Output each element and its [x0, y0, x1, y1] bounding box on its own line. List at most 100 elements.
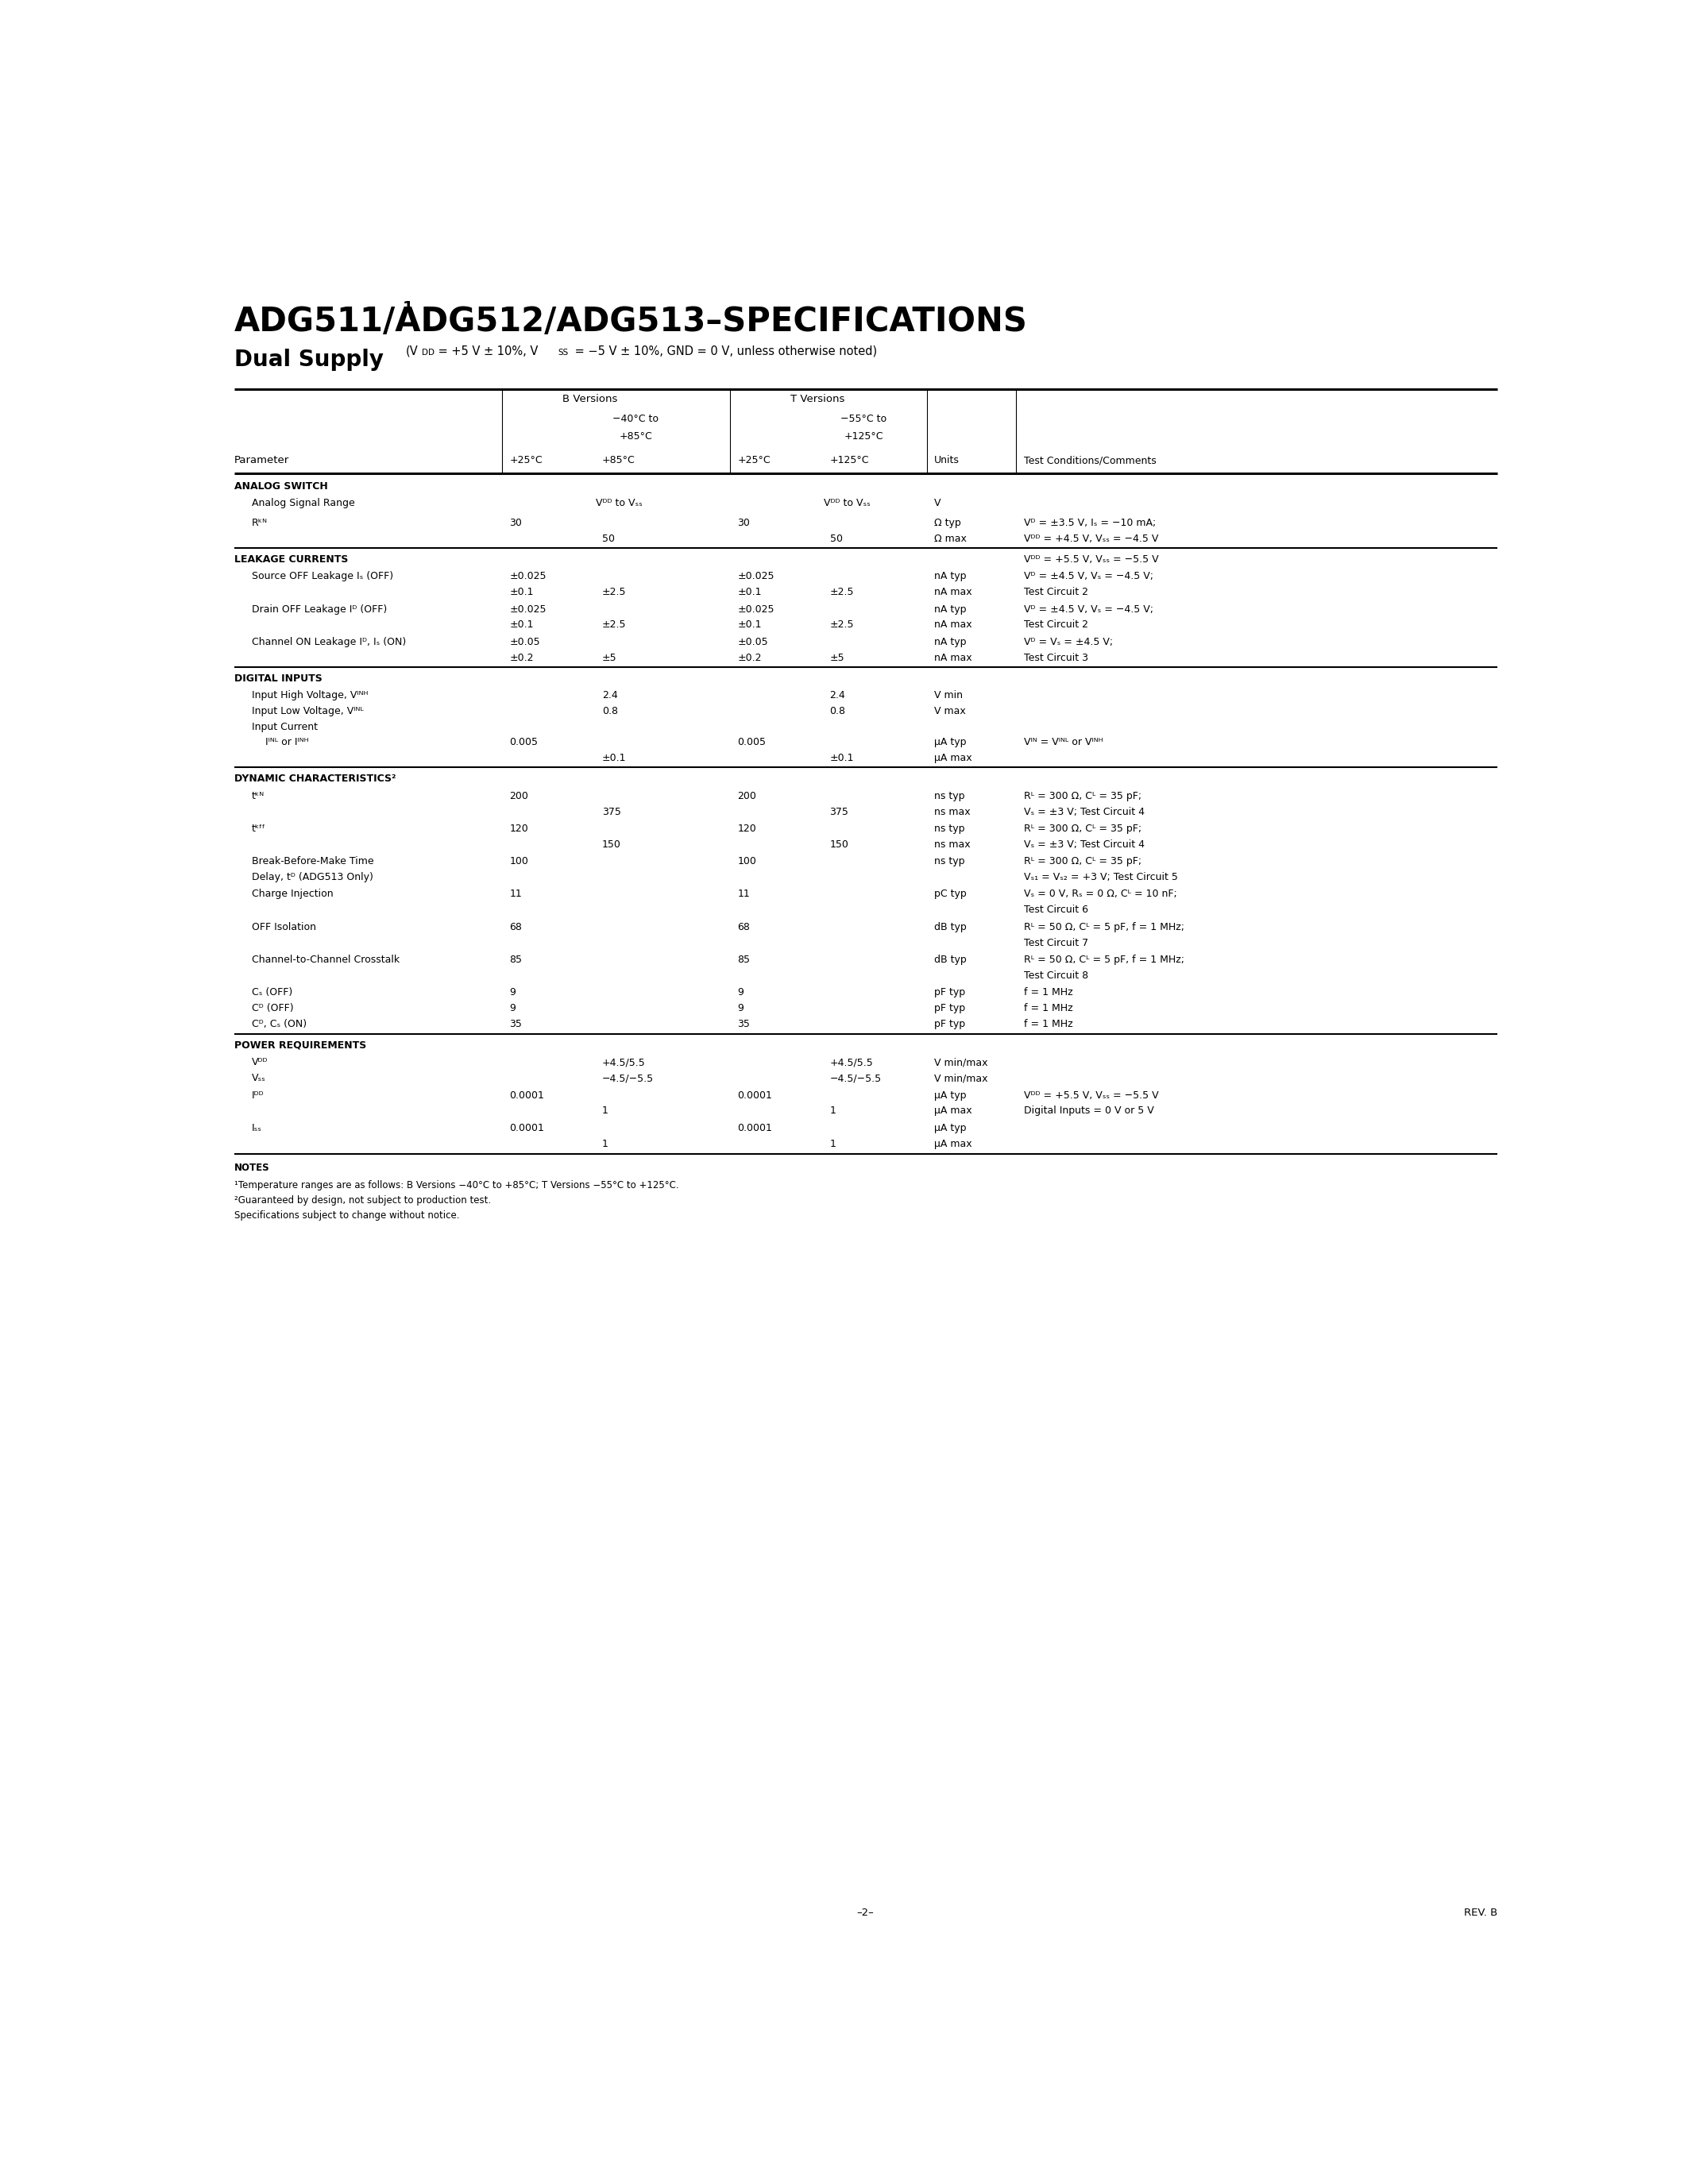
Text: 11: 11	[510, 889, 522, 900]
Text: 2.4: 2.4	[603, 690, 618, 701]
Text: tᵏᶠᶠ: tᵏᶠᶠ	[252, 823, 265, 834]
Text: 0.8: 0.8	[830, 705, 846, 716]
Text: Vᴵᴺ = Vᴵᴺᴸ or Vᴵᴺᴴ: Vᴵᴺ = Vᴵᴺᴸ or Vᴵᴺᴴ	[1023, 738, 1102, 747]
Text: 1: 1	[830, 1105, 836, 1116]
Text: LEAKAGE CURRENTS: LEAKAGE CURRENTS	[235, 555, 348, 563]
Text: Test Circuit 3: Test Circuit 3	[1023, 653, 1089, 664]
Text: V: V	[935, 498, 942, 509]
Text: Input Current: Input Current	[252, 723, 317, 732]
Text: Test Circuit 7: Test Circuit 7	[1023, 937, 1089, 948]
Text: Test Circuit 8: Test Circuit 8	[1023, 970, 1089, 981]
Text: Vᴰ = ±4.5 V, Vₛ = −4.5 V;: Vᴰ = ±4.5 V, Vₛ = −4.5 V;	[1023, 605, 1153, 614]
Text: +25°C: +25°C	[738, 454, 770, 465]
Text: 9: 9	[510, 1002, 517, 1013]
Text: V max: V max	[935, 705, 966, 716]
Text: DD: DD	[422, 349, 436, 356]
Text: nA typ: nA typ	[935, 572, 967, 581]
Text: Vᴰ = ±4.5 V, Vₛ = −4.5 V;: Vᴰ = ±4.5 V, Vₛ = −4.5 V;	[1023, 572, 1153, 581]
Text: Cᴰ, Cₛ (ON): Cᴰ, Cₛ (ON)	[252, 1020, 307, 1029]
Text: nA max: nA max	[935, 587, 972, 598]
Text: 375: 375	[830, 806, 849, 817]
Text: 100: 100	[510, 856, 528, 867]
Text: −4.5/−5.5: −4.5/−5.5	[603, 1072, 653, 1083]
Text: 120: 120	[738, 823, 756, 834]
Text: +25°C: +25°C	[510, 454, 542, 465]
Text: ±5: ±5	[830, 653, 844, 664]
Text: ns max: ns max	[935, 806, 971, 817]
Text: 200: 200	[738, 791, 756, 802]
Text: dB typ: dB typ	[935, 954, 967, 965]
Text: 85: 85	[510, 954, 522, 965]
Text: Input High Voltage, Vᴵᴺᴴ: Input High Voltage, Vᴵᴺᴴ	[252, 690, 368, 701]
Text: 120: 120	[510, 823, 528, 834]
Text: Vₛ₁ = Vₛ₂ = +3 V; Test Circuit 5: Vₛ₁ = Vₛ₂ = +3 V; Test Circuit 5	[1023, 871, 1178, 882]
Text: ±0.1: ±0.1	[738, 620, 761, 631]
Text: 1: 1	[402, 299, 414, 314]
Text: Digital Inputs = 0 V or 5 V: Digital Inputs = 0 V or 5 V	[1023, 1105, 1153, 1116]
Text: 0.0001: 0.0001	[510, 1090, 545, 1101]
Text: V min/max: V min/max	[935, 1072, 987, 1083]
Text: 30: 30	[738, 518, 749, 529]
Text: ±0.025: ±0.025	[510, 605, 547, 614]
Text: dB typ: dB typ	[935, 922, 967, 933]
Text: 0.8: 0.8	[603, 705, 618, 716]
Text: 0.0001: 0.0001	[738, 1090, 771, 1101]
Text: ²Guaranteed by design, not subject to production test.: ²Guaranteed by design, not subject to pr…	[235, 1195, 491, 1206]
Text: f = 1 MHz: f = 1 MHz	[1023, 1002, 1072, 1013]
Text: +85°C: +85°C	[619, 430, 652, 441]
Text: ns typ: ns typ	[935, 823, 966, 834]
Text: 35: 35	[510, 1020, 522, 1029]
Text: Specifications subject to change without notice.: Specifications subject to change without…	[235, 1210, 459, 1221]
Text: Source OFF Leakage Iₛ (OFF): Source OFF Leakage Iₛ (OFF)	[252, 572, 393, 581]
Text: +125°C: +125°C	[844, 430, 883, 441]
Text: DYNAMIC CHARACTERISTICS²: DYNAMIC CHARACTERISTICS²	[235, 773, 397, 784]
Text: Vᴰᴰ to Vₛₛ: Vᴰᴰ to Vₛₛ	[596, 498, 643, 509]
Text: 2.4: 2.4	[830, 690, 846, 701]
Text: Test Circuit 2: Test Circuit 2	[1023, 620, 1089, 631]
Text: nA typ: nA typ	[935, 638, 967, 646]
Text: 68: 68	[510, 922, 522, 933]
Text: 1: 1	[603, 1105, 608, 1116]
Text: 50: 50	[603, 533, 614, 544]
Text: ns typ: ns typ	[935, 791, 966, 802]
Text: −55°C to: −55°C to	[841, 413, 886, 424]
Text: DIGITAL INPUTS: DIGITAL INPUTS	[235, 673, 322, 684]
Text: ±0.1: ±0.1	[603, 753, 626, 762]
Text: +4.5/5.5: +4.5/5.5	[603, 1057, 645, 1068]
Text: Charge Injection: Charge Injection	[252, 889, 333, 900]
Text: 375: 375	[603, 806, 621, 817]
Text: −40°C to: −40°C to	[613, 413, 658, 424]
Text: Ω typ: Ω typ	[935, 518, 960, 529]
Text: 0.005: 0.005	[738, 738, 766, 747]
Text: Vᴰᴰ to Vₛₛ: Vᴰᴰ to Vₛₛ	[824, 498, 871, 509]
Text: μA max: μA max	[935, 1138, 972, 1149]
Text: pF typ: pF typ	[935, 1002, 966, 1013]
Text: 150: 150	[603, 839, 621, 850]
Text: ±2.5: ±2.5	[830, 620, 854, 631]
Text: ±5: ±5	[603, 653, 616, 664]
Text: Vᴰ = Vₛ = ±4.5 V;: Vᴰ = Vₛ = ±4.5 V;	[1023, 638, 1112, 646]
Text: ns typ: ns typ	[935, 856, 966, 867]
Text: Vₛ = ±3 V; Test Circuit 4: Vₛ = ±3 V; Test Circuit 4	[1023, 839, 1144, 850]
Text: ns max: ns max	[935, 839, 971, 850]
Text: Iₛₛ: Iₛₛ	[252, 1123, 262, 1133]
Text: Dual Supply: Dual Supply	[235, 349, 383, 371]
Text: f = 1 MHz: f = 1 MHz	[1023, 987, 1072, 998]
Text: Test Circuit 2: Test Circuit 2	[1023, 587, 1089, 598]
Text: Vᴰᴰ = +4.5 V, Vₛₛ = −4.5 V: Vᴰᴰ = +4.5 V, Vₛₛ = −4.5 V	[1023, 533, 1158, 544]
Text: 9: 9	[738, 1002, 744, 1013]
Text: OFF Isolation: OFF Isolation	[252, 922, 316, 933]
Text: +4.5/5.5: +4.5/5.5	[830, 1057, 873, 1068]
Text: pF typ: pF typ	[935, 1020, 966, 1029]
Text: ±2.5: ±2.5	[830, 587, 854, 598]
Text: Test Circuit 6: Test Circuit 6	[1023, 904, 1089, 915]
Text: ±0.2: ±0.2	[738, 653, 761, 664]
Text: T Versions: T Versions	[790, 393, 844, 404]
Text: Rᴸ = 300 Ω, Cᴸ = 35 pF;: Rᴸ = 300 Ω, Cᴸ = 35 pF;	[1023, 791, 1141, 802]
Text: 50: 50	[830, 533, 842, 544]
Text: 9: 9	[738, 987, 744, 998]
Text: Vᴰᴰ = +5.5 V, Vₛₛ = −5.5 V: Vᴰᴰ = +5.5 V, Vₛₛ = −5.5 V	[1023, 555, 1158, 563]
Text: SS: SS	[557, 349, 569, 356]
Text: 0.005: 0.005	[510, 738, 538, 747]
Text: (V: (V	[405, 345, 419, 358]
